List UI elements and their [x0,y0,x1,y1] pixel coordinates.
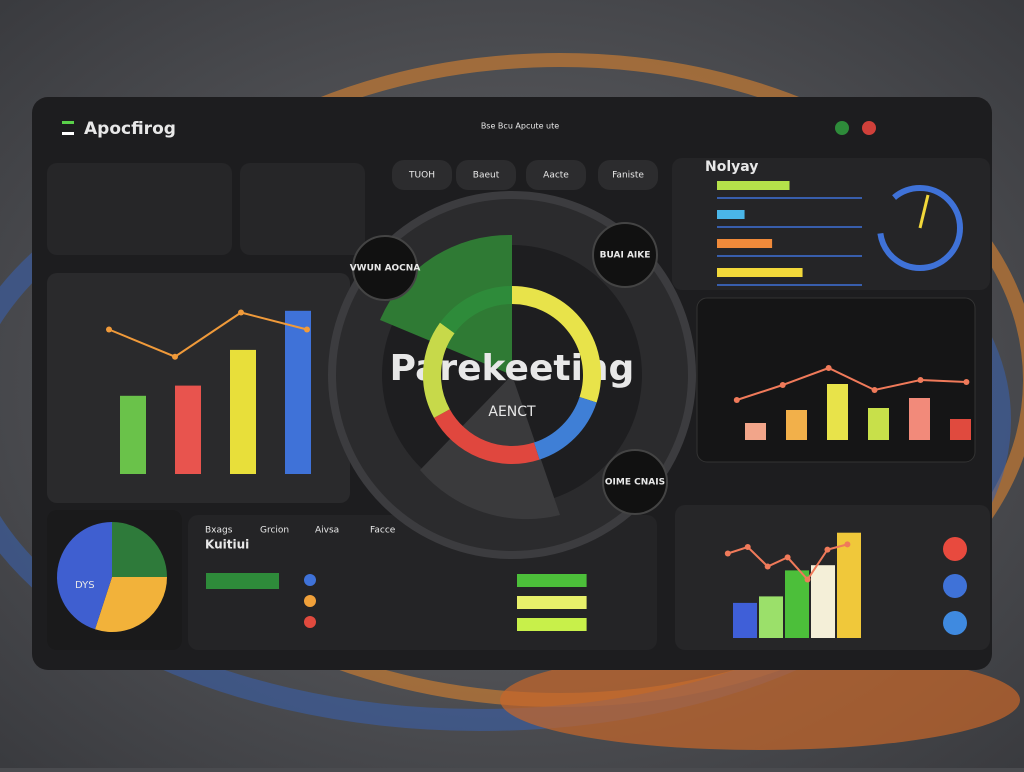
pie-label: DYS [75,580,95,591]
tab-label[interactable]: Aacte [543,171,569,181]
menu-icon[interactable] [62,121,74,124]
badge[interactable] [352,235,418,301]
point [917,377,924,383]
bar [786,410,807,440]
bar [745,423,766,440]
bar [827,384,848,440]
tab-label[interactable]: Faniste [612,171,644,181]
pie-slice [112,522,167,577]
bar [285,310,311,474]
donut-segment [511,286,601,403]
bar [909,398,930,440]
bar [717,268,803,277]
point [172,353,178,360]
heading: Grcion [260,526,289,536]
point [844,541,851,548]
heading: Bxags [205,526,233,536]
line [736,366,967,401]
tab-label[interactable]: TUOH [408,171,435,181]
card [696,297,976,463]
heading: Facce [370,526,396,536]
pie-slice [95,577,167,632]
point [744,544,751,550]
bar [868,408,889,440]
heading: Aivsa [315,526,339,536]
gauge [877,185,963,271]
point [106,326,112,333]
point [825,365,832,371]
point [963,379,970,385]
point [304,326,310,333]
icon [304,595,316,607]
bar [517,618,587,631]
bar [517,574,587,587]
app-title: Apocfirog [84,119,176,139]
bar [733,602,757,638]
status[interactable] [862,121,876,135]
tab-label[interactable]: Baeut [473,171,500,181]
bar [717,239,773,248]
bar [120,395,146,474]
bar [230,349,256,474]
line [108,311,308,358]
center-subtitle: AENCT [488,404,536,420]
point [238,309,244,316]
tab[interactable] [598,160,658,190]
point [784,554,791,561]
bar [517,596,587,609]
badge[interactable] [602,449,668,515]
menu-icon[interactable] [62,132,74,135]
point [733,397,740,403]
badge-label[interactable]: VWUN AOCNA [350,264,421,274]
donut-segment [423,322,455,418]
point [764,563,771,570]
legend-dot[interactable] [943,537,967,561]
point [804,576,811,583]
point [824,546,831,553]
icon [304,574,316,586]
gauge-needle [918,194,930,229]
icon [304,616,316,628]
donut-segment [434,408,540,464]
sector [380,234,512,375]
card [240,163,365,255]
donut-segment [533,396,597,460]
badge-label[interactable]: BUAI AIKE [600,251,651,261]
pie-slice [57,522,112,630]
status[interactable] [835,121,849,135]
panel-title: Kuitiui [205,538,249,552]
tab[interactable] [392,160,452,190]
bar [759,596,783,638]
nav[interactable]: Bse Bcu Apcute ute [481,122,559,131]
bar [785,570,809,638]
bar [837,532,861,638]
badge[interactable] [592,222,658,288]
legend-dot[interactable] [943,574,967,598]
bar [811,565,835,638]
legend-dot[interactable] [943,611,967,635]
tab[interactable] [456,160,516,190]
swirl [500,650,1020,750]
badge-label[interactable]: OIME CNAIS [605,478,665,488]
button[interactable] [206,573,279,589]
panel-title: Nolyay [705,159,758,175]
bar [175,385,201,474]
bar [717,210,745,219]
donut-segment [440,286,513,334]
point [871,387,878,393]
tab[interactable] [526,160,586,190]
point [724,550,731,557]
point [779,382,786,388]
bar [717,181,790,190]
bar [950,419,971,440]
card [47,163,232,255]
